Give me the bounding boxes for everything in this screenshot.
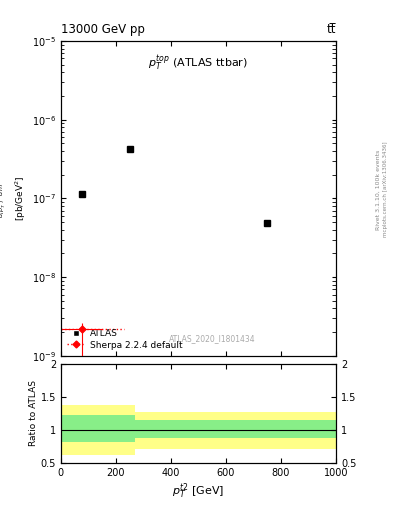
Text: $p_T^{top}$ (ATLAS ttbar): $p_T^{top}$ (ATLAS ttbar) xyxy=(149,54,248,73)
Text: mcplots.cern.ch [arXiv:1306.3436]: mcplots.cern.ch [arXiv:1306.3436] xyxy=(383,142,387,237)
Text: 13000 GeV pp: 13000 GeV pp xyxy=(61,23,145,36)
Text: tt̅: tt̅ xyxy=(327,23,336,36)
Y-axis label: Ratio to ATLAS: Ratio to ATLAS xyxy=(29,380,38,446)
Text: Rivet 3.1.10, 100k events: Rivet 3.1.10, 100k events xyxy=(376,150,381,229)
Legend: ATLAS, Sherpa 2.2.4 default: ATLAS, Sherpa 2.2.4 default xyxy=(65,327,184,351)
Y-axis label: $\frac{d^2\sigma}{d\langle p_T^{t2}\rangle\cdot d\,m^{t\bar{t}}}$
[pb/GeV$^2$]: $\frac{d^2\sigma}{d\langle p_T^{t2}\rang… xyxy=(0,176,28,221)
X-axis label: $p_T^{t2}$ [GeV]: $p_T^{t2}$ [GeV] xyxy=(172,481,225,501)
Text: ATLAS_2020_I1801434: ATLAS_2020_I1801434 xyxy=(169,334,255,343)
